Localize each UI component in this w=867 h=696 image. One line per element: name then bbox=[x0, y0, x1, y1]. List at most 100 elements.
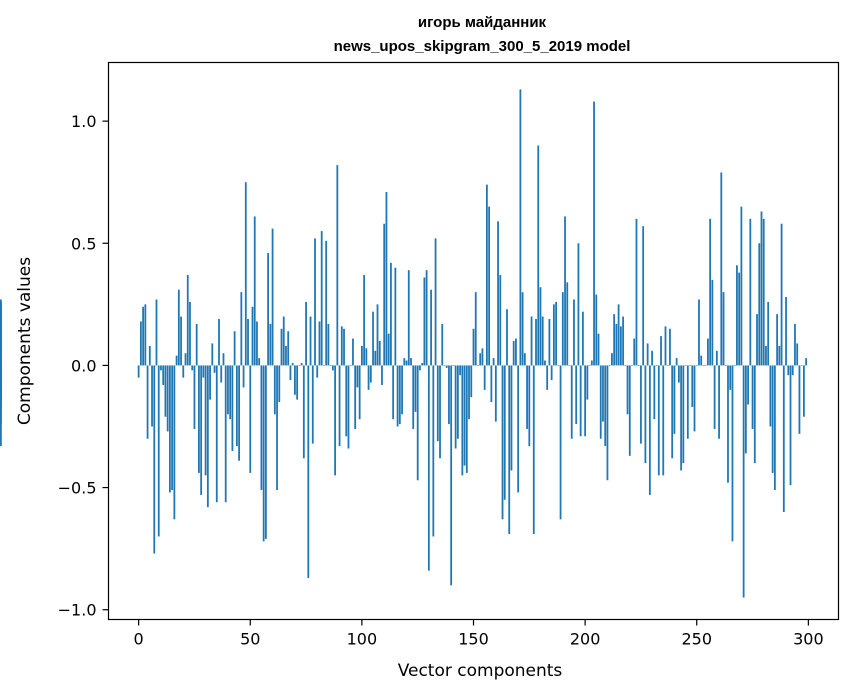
bar-228 bbox=[646, 343, 649, 366]
bar-236 bbox=[664, 326, 667, 366]
bar-81 bbox=[318, 321, 321, 366]
x-tick-label: 0 bbox=[134, 630, 144, 649]
bar-296 bbox=[798, 365, 801, 434]
bar-194 bbox=[570, 365, 573, 439]
bar-144 bbox=[459, 365, 461, 376]
bar-250 bbox=[695, 365, 698, 367]
bar-76 bbox=[307, 365, 310, 578]
bar-257 bbox=[711, 279, 714, 366]
bar-31 bbox=[206, 365, 209, 508]
bar-32 bbox=[209, 365, 211, 400]
bar-49 bbox=[247, 319, 249, 366]
bar-187 bbox=[555, 301, 557, 366]
bar-42 bbox=[231, 365, 234, 451]
bar-109 bbox=[381, 365, 383, 385]
bar-69 bbox=[291, 362, 294, 366]
bar-2 bbox=[142, 306, 144, 366]
bar-183 bbox=[546, 365, 549, 390]
bar-239 bbox=[671, 365, 674, 459]
bar-30 bbox=[204, 365, 207, 476]
bar-206 bbox=[597, 333, 600, 366]
bar-45 bbox=[238, 365, 240, 461]
bar-33 bbox=[211, 343, 214, 366]
bar-145 bbox=[461, 365, 464, 476]
bar-119 bbox=[403, 358, 406, 366]
bar-36 bbox=[218, 319, 220, 366]
bar-232 bbox=[655, 365, 658, 367]
bar-242 bbox=[677, 365, 680, 383]
bar-292 bbox=[789, 365, 792, 486]
bar-65 bbox=[282, 316, 285, 366]
bar-5 bbox=[148, 345, 151, 366]
bar-44 bbox=[235, 365, 238, 447]
bar-13 bbox=[166, 365, 169, 432]
bar-133 bbox=[434, 238, 437, 366]
bar-176 bbox=[530, 316, 533, 366]
bar-85 bbox=[327, 323, 330, 366]
bar-72 bbox=[298, 365, 301, 367]
bar-4 bbox=[146, 365, 149, 439]
bar-284 bbox=[771, 365, 774, 473]
bar-6 bbox=[151, 365, 153, 427]
bar-29 bbox=[202, 365, 205, 378]
bar-undefined bbox=[0, 304, 2, 366]
bar-265 bbox=[729, 365, 732, 390]
bar-143 bbox=[456, 365, 459, 439]
bar-16 bbox=[173, 365, 176, 520]
bar-297 bbox=[800, 365, 803, 367]
bar-179 bbox=[537, 145, 540, 366]
bar-74 bbox=[302, 365, 305, 459]
bar-218 bbox=[624, 365, 627, 367]
bar-278 bbox=[758, 243, 761, 366]
bar-116 bbox=[396, 365, 399, 427]
bar-51 bbox=[251, 306, 254, 366]
bar-127 bbox=[421, 362, 424, 366]
bar-1 bbox=[139, 321, 142, 366]
bar-235 bbox=[662, 365, 665, 476]
bar-66 bbox=[285, 345, 287, 366]
bar-141 bbox=[452, 365, 455, 367]
bar-275 bbox=[751, 365, 754, 429]
bar-61 bbox=[273, 365, 276, 415]
bar-124 bbox=[414, 365, 417, 412]
bar-123 bbox=[412, 365, 415, 429]
bar-50 bbox=[249, 365, 252, 473]
bar-231 bbox=[653, 365, 656, 420]
bar-180 bbox=[539, 287, 542, 366]
bar-10 bbox=[160, 365, 162, 371]
bar-181 bbox=[541, 316, 544, 366]
bar-153 bbox=[479, 353, 482, 366]
x-axis-ticks: 0 50 100 150 200 250 300 bbox=[134, 619, 824, 649]
bar-294 bbox=[794, 323, 796, 366]
bar-253 bbox=[702, 365, 705, 367]
bar-79 bbox=[314, 238, 316, 366]
bar-210 bbox=[606, 365, 609, 481]
bar-173 bbox=[523, 353, 526, 366]
bar-244 bbox=[682, 365, 685, 464]
bar-269 bbox=[738, 272, 741, 366]
bar-298 bbox=[803, 365, 805, 417]
bar-19 bbox=[180, 316, 182, 366]
bar-299 bbox=[805, 358, 808, 366]
bar-202 bbox=[588, 365, 591, 367]
bar-90 bbox=[338, 365, 341, 447]
bar-126 bbox=[419, 365, 421, 371]
bar-283 bbox=[769, 365, 772, 427]
bar-189 bbox=[559, 365, 562, 520]
bar-135 bbox=[439, 365, 441, 459]
x-tick-label: 250 bbox=[681, 630, 712, 649]
bar-96 bbox=[352, 338, 354, 366]
bar-57 bbox=[264, 365, 267, 539]
bar-139 bbox=[448, 365, 450, 425]
bar-28 bbox=[200, 365, 203, 495]
bar-88 bbox=[334, 365, 336, 476]
bar-172 bbox=[521, 292, 524, 366]
bar-7 bbox=[153, 365, 156, 554]
bar-58 bbox=[267, 253, 270, 366]
bar-234 bbox=[660, 336, 662, 366]
bar-105 bbox=[372, 311, 374, 366]
bar-160 bbox=[494, 365, 497, 422]
bar-37 bbox=[220, 365, 223, 383]
y-tick-label: −1.0 bbox=[58, 601, 97, 620]
bar-252 bbox=[700, 355, 703, 366]
